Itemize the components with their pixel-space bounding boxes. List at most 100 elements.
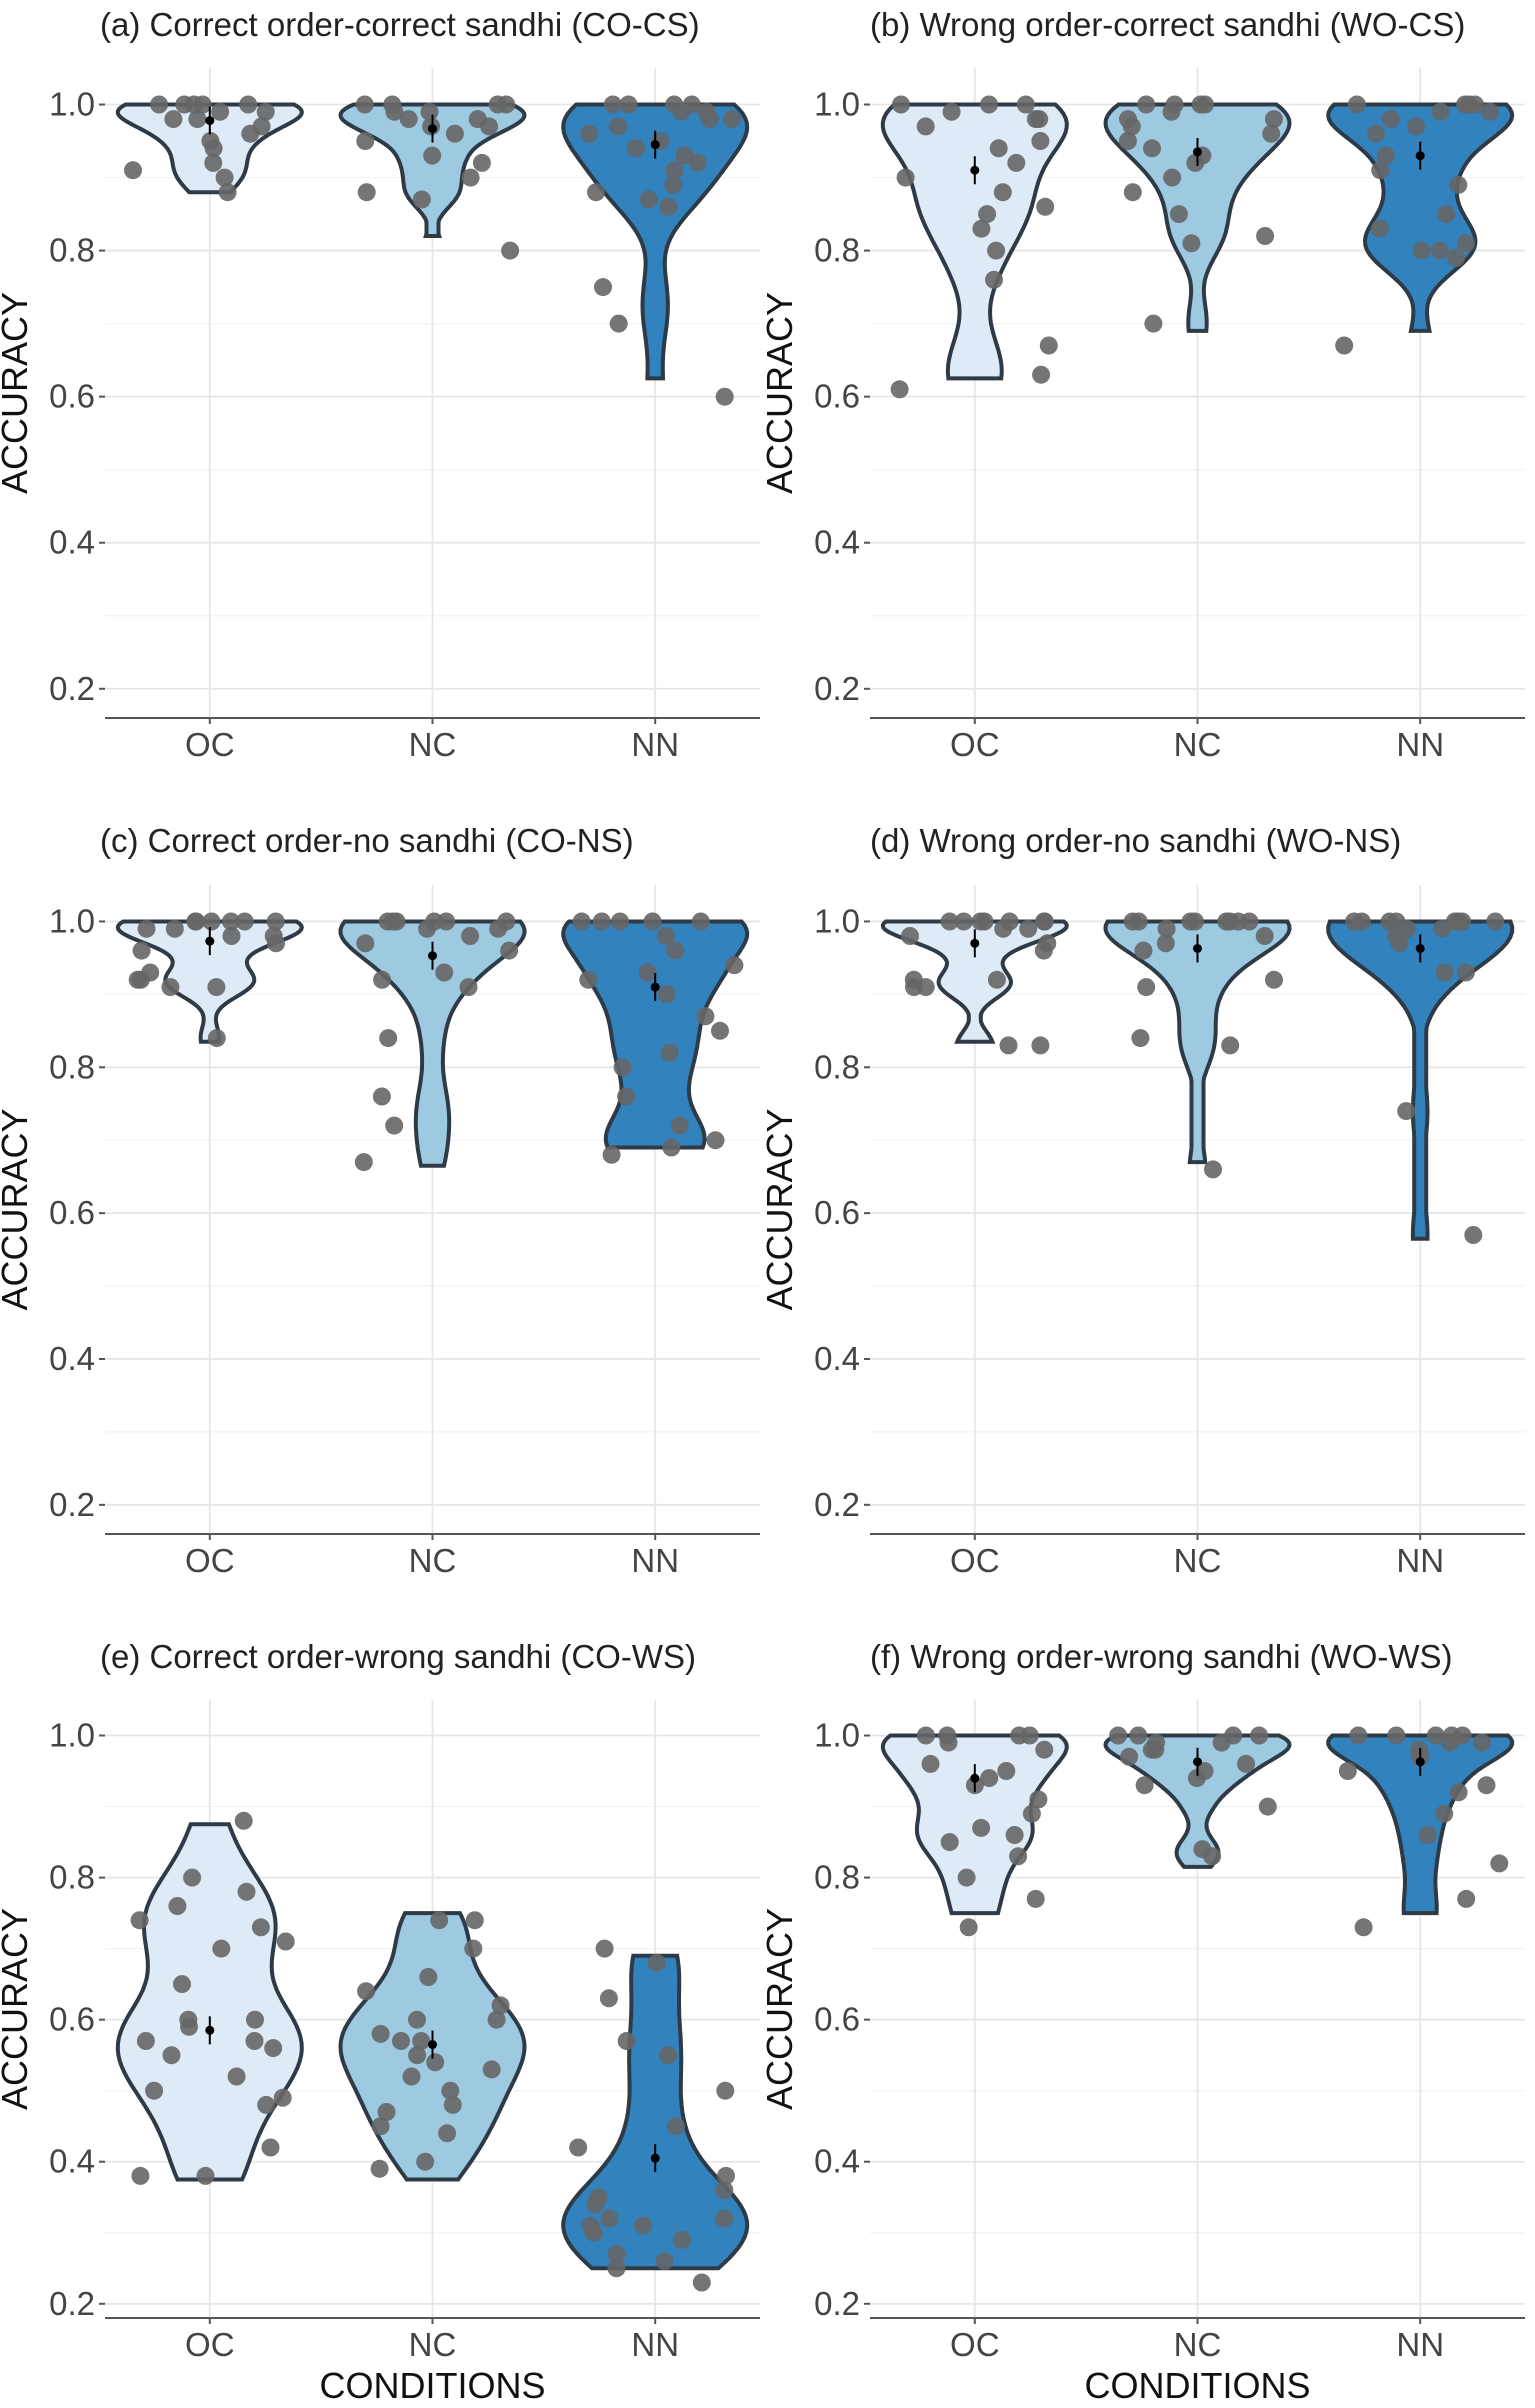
- data-point: [202, 912, 221, 931]
- data-point: [377, 2103, 396, 2121]
- data-point: [971, 912, 990, 931]
- data-point: [1031, 1036, 1050, 1055]
- data-point: [235, 912, 254, 931]
- data-point: [1352, 912, 1371, 931]
- data-point: [1338, 1762, 1357, 1780]
- y-tick-label: 0.4: [814, 524, 860, 561]
- violin-nc: [1103, 919, 1292, 1165]
- data-point: [987, 241, 1006, 260]
- data-point: [1156, 934, 1175, 953]
- data-point: [419, 1968, 438, 1986]
- data-point: [589, 2188, 608, 2207]
- data-point: [399, 110, 418, 129]
- data-point: [237, 1882, 256, 1901]
- y-tick-label: 0.6: [49, 2001, 95, 2038]
- violin-nc: [1103, 102, 1292, 333]
- x-axis-title: CONDITIONS: [1084, 2365, 1310, 2406]
- x-tick-label-nn: NN: [631, 1542, 679, 1579]
- mean-point: [205, 2025, 215, 2035]
- data-point: [420, 102, 439, 121]
- data-point: [385, 1116, 404, 1135]
- data-point: [1447, 248, 1465, 267]
- data-point: [942, 102, 961, 121]
- data-point: [659, 2046, 678, 2065]
- data-point: [1026, 1889, 1045, 1908]
- data-point: [416, 2152, 435, 2171]
- data-point: [1122, 117, 1141, 136]
- data-point: [379, 1029, 398, 1048]
- y-tick-label: 0.4: [49, 524, 95, 561]
- mean-point: [205, 116, 215, 126]
- data-point: [1123, 912, 1142, 931]
- data-point: [1135, 1776, 1154, 1795]
- data-point: [989, 139, 1008, 158]
- data-point: [1440, 1733, 1459, 1752]
- data-point: [602, 1145, 621, 1164]
- mean-point: [650, 2153, 660, 2163]
- data-point: [196, 2166, 215, 2185]
- data-point: [1262, 124, 1281, 143]
- panel-title-f: (f) Wrong order-wrong sandhi (WO-WS): [870, 1638, 1453, 1675]
- data-point: [939, 1733, 958, 1752]
- x-tick-label-nn: NN: [631, 2326, 679, 2363]
- data-point: [251, 1918, 270, 1937]
- data-point: [723, 110, 741, 129]
- data-point: [246, 2010, 264, 2029]
- data-point: [672, 2230, 691, 2249]
- data-point: [1022, 1804, 1041, 1823]
- data-point: [1137, 978, 1156, 997]
- data-point: [1131, 1029, 1150, 1048]
- y-tick-label: 0.8: [814, 232, 860, 269]
- mean-point: [650, 982, 660, 992]
- x-tick-label-nn: NN: [631, 726, 679, 763]
- data-point: [1142, 1740, 1161, 1759]
- data-point: [1354, 1918, 1373, 1937]
- x-axis-title: CONDITIONS: [319, 2365, 545, 2406]
- data-point: [1407, 117, 1426, 136]
- data-point: [657, 985, 676, 1004]
- data-point: [1437, 205, 1456, 224]
- data-point: [188, 110, 207, 129]
- data-point: [670, 1116, 689, 1135]
- y-axis-title: ACCURACY: [759, 1908, 800, 2110]
- data-point: [1118, 132, 1137, 150]
- data-point: [1191, 95, 1210, 114]
- data-point: [1157, 919, 1176, 938]
- data-point: [131, 2166, 150, 2185]
- data-point: [954, 912, 973, 931]
- data-point: [659, 197, 678, 216]
- y-tick-label: 0.8: [814, 1048, 860, 1085]
- data-point: [579, 970, 598, 989]
- data-point: [725, 956, 744, 975]
- data-point: [402, 2067, 421, 2086]
- data-point: [655, 2252, 674, 2271]
- data-point: [569, 2138, 588, 2157]
- data-point: [1430, 241, 1449, 260]
- y-tick-label: 0.6: [814, 2001, 860, 2038]
- data-point: [890, 380, 909, 399]
- data-point: [276, 1932, 295, 1951]
- data-point: [1258, 1797, 1277, 1816]
- data-point: [592, 912, 611, 931]
- data-point: [716, 2081, 735, 2100]
- data-point: [1456, 963, 1475, 982]
- data-point: [587, 183, 605, 202]
- data-point: [488, 95, 507, 114]
- data-point: [443, 2095, 462, 2114]
- data-point: [987, 970, 1006, 989]
- data-point: [491, 1996, 510, 2015]
- data-point: [1349, 1726, 1368, 1745]
- data-point: [617, 1087, 636, 1106]
- data-point: [957, 1868, 976, 1887]
- data-point: [691, 912, 710, 931]
- y-tick-label: 1.0: [814, 902, 860, 939]
- data-point: [385, 102, 404, 121]
- data-point: [1187, 1769, 1206, 1788]
- data-point: [1490, 1854, 1509, 1873]
- data-point: [372, 1087, 391, 1106]
- data-point: [215, 168, 234, 187]
- mean-point: [205, 936, 215, 946]
- data-point: [1457, 1889, 1476, 1908]
- data-point: [611, 912, 629, 931]
- data-point: [430, 1911, 449, 1930]
